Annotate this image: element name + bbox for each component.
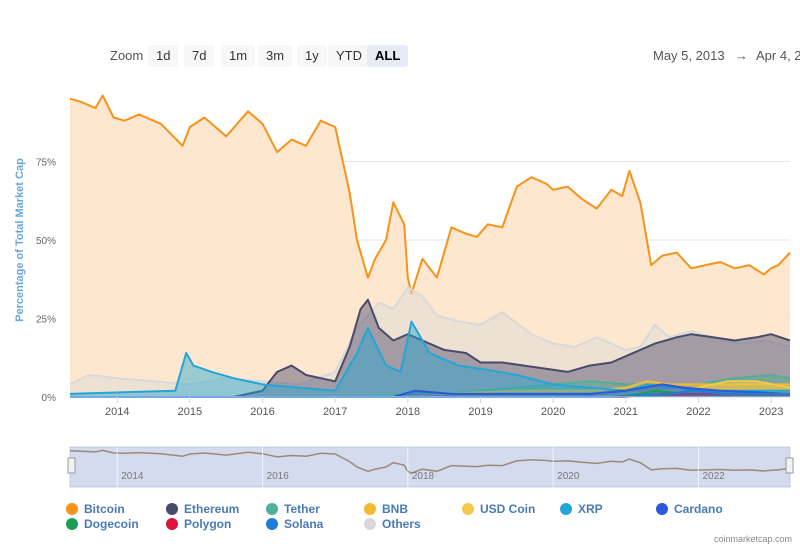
legend-marker bbox=[560, 503, 572, 515]
legend-label: BNB bbox=[382, 502, 408, 516]
legend-marker bbox=[462, 503, 474, 515]
x-tick-label: 2022 bbox=[686, 406, 710, 418]
legend-item-tether[interactable]: Tether bbox=[266, 502, 320, 516]
usd-coin-area bbox=[70, 381, 790, 397]
legend-item-solana[interactable]: Solana bbox=[266, 517, 323, 531]
legend-label: Others bbox=[382, 517, 421, 531]
x-tick-label: 2015 bbox=[178, 406, 202, 418]
x-tick-label: 2021 bbox=[614, 406, 638, 418]
legend-marker bbox=[266, 518, 278, 530]
zoom-1d-button[interactable]: 1d bbox=[148, 45, 179, 67]
y-axis-title: Percentage of Total Market Cap bbox=[14, 158, 26, 322]
zoom-label: Zoom bbox=[110, 48, 144, 63]
navigator-tick-label: 2020 bbox=[557, 471, 580, 482]
zoom-7d-button[interactable]: 7d bbox=[184, 45, 215, 67]
legend-item-usd-coin[interactable]: USD Coin bbox=[462, 502, 535, 516]
legend-marker bbox=[656, 503, 668, 515]
navigator-tick-label: 2018 bbox=[412, 471, 435, 482]
bitcoin-area bbox=[70, 95, 790, 397]
xrp-area bbox=[70, 321, 790, 397]
legend-label: Solana bbox=[284, 517, 324, 531]
legend-marker bbox=[166, 518, 178, 530]
y-tick-label: 0% bbox=[42, 393, 57, 404]
solana-area bbox=[70, 390, 790, 397]
others-series-line[interactable] bbox=[69, 286, 791, 386]
navigator-series-line bbox=[69, 449, 791, 474]
range-toolbar: Zoom 1d 7d 1m 3m 1y YTD ALL May 5, 2013 … bbox=[0, 0, 800, 80]
navigator-tick-label: 2014 bbox=[121, 471, 144, 482]
zoom-1m-button[interactable]: 1m bbox=[221, 45, 256, 67]
legend-marker bbox=[66, 518, 78, 530]
legend-marker bbox=[364, 503, 376, 515]
cardano-series-line[interactable] bbox=[70, 383, 791, 398]
legend-item-ethereum[interactable]: Ethereum bbox=[166, 502, 239, 516]
zoom-ytd-button[interactable]: YTD bbox=[328, 45, 370, 67]
legend-label: XRP bbox=[578, 502, 603, 516]
zoom-1y-button[interactable]: 1y bbox=[297, 45, 327, 67]
x-tick-label: 2014 bbox=[105, 406, 129, 418]
x-tick-label: 2023 bbox=[759, 406, 783, 418]
xrp-series-line[interactable] bbox=[69, 320, 790, 395]
x-tick-label: 2018 bbox=[396, 406, 420, 418]
x-tick-label: 2017 bbox=[323, 406, 347, 418]
legend-item-bnb[interactable]: BNB bbox=[364, 502, 408, 516]
legend-marker bbox=[364, 518, 376, 530]
legend-label: Bitcoin bbox=[84, 502, 125, 516]
x-tick-label: 2019 bbox=[468, 406, 492, 418]
credit-text[interactable]: coinmarketcap.com bbox=[713, 534, 792, 544]
legend-label: Dogecoin bbox=[84, 517, 139, 531]
navigator-left-handle[interactable] bbox=[67, 457, 76, 474]
legend-label: Ethereum bbox=[184, 502, 240, 516]
legend-label: Polygon bbox=[184, 517, 232, 531]
legend-marker bbox=[266, 503, 278, 515]
range-arrow: → bbox=[735, 48, 748, 63]
tether-series-line[interactable] bbox=[70, 374, 791, 398]
legend-item-others[interactable]: Others bbox=[364, 517, 421, 531]
y-tick-label: 75% bbox=[36, 158, 56, 169]
cardano-area bbox=[70, 384, 790, 397]
range-end-date[interactable]: Apr 4, 2 bbox=[756, 48, 800, 63]
others-area bbox=[70, 287, 790, 397]
bnb-series-line[interactable] bbox=[70, 380, 790, 398]
navigator-tick-label: 2016 bbox=[267, 471, 290, 482]
ethereum-area bbox=[70, 299, 790, 397]
legend-marker bbox=[66, 503, 78, 515]
legend-item-xrp[interactable]: XRP bbox=[560, 502, 603, 516]
navigator-right-handle[interactable] bbox=[785, 457, 794, 474]
legend: Bitcoin Ethereum Tether BNB USD Coin XRP Carda… bbox=[66, 502, 800, 532]
x-tick-label: 2016 bbox=[250, 406, 274, 418]
y-tick-label: 25% bbox=[36, 315, 56, 326]
range-start-date[interactable]: May 5, 2013 bbox=[653, 48, 725, 63]
legend-marker bbox=[166, 503, 178, 515]
legend-item-bitcoin[interactable]: Bitcoin bbox=[66, 502, 125, 516]
x-tick-label: 2020 bbox=[541, 406, 565, 418]
legend-label: Tether bbox=[284, 502, 320, 516]
legend-item-cardano[interactable]: Cardano bbox=[656, 502, 723, 516]
y-tick-label: 50% bbox=[36, 236, 56, 247]
zoom-3m-button[interactable]: 3m bbox=[258, 45, 293, 67]
legend-item-dogecoin[interactable]: Dogecoin bbox=[66, 517, 139, 531]
legend-item-polygon[interactable]: Polygon bbox=[166, 517, 231, 531]
dogecoin-area bbox=[70, 390, 790, 397]
legend-label: Cardano bbox=[674, 502, 723, 516]
zoom-all-button[interactable]: ALL bbox=[367, 45, 409, 67]
navigator-tick-label: 2022 bbox=[702, 471, 725, 482]
ethereum-series-line[interactable] bbox=[70, 298, 791, 398]
bitcoin-series-line[interactable] bbox=[69, 94, 791, 295]
legend-label: USD Coin bbox=[480, 502, 536, 516]
